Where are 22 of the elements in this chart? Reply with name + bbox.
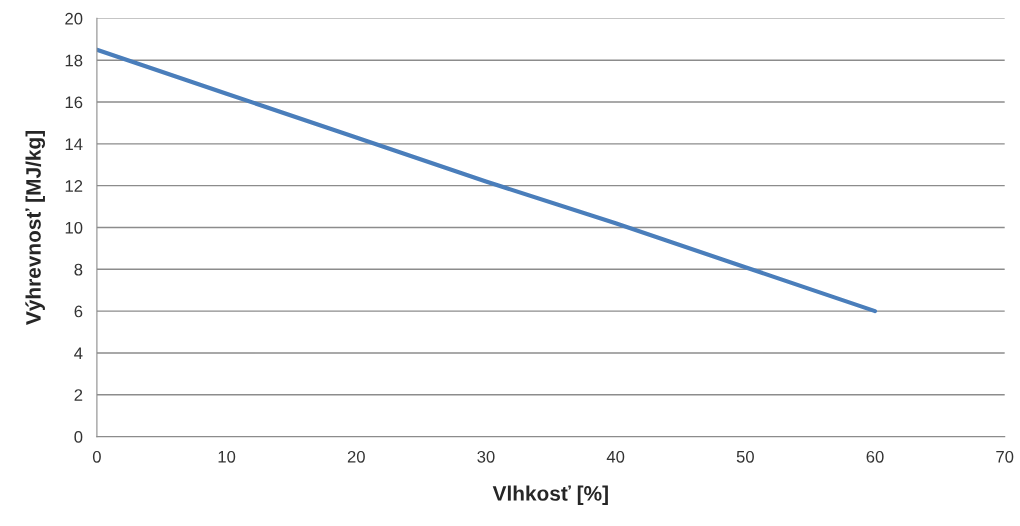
y-tick-label: 10 (65, 221, 83, 234)
y-tick-label: 2 (74, 389, 83, 401)
x-tick-label: 60 (866, 450, 884, 463)
x-tick-label: 10 (218, 450, 236, 463)
y-tick-label: 8 (74, 263, 83, 276)
x-tick-label: 20 (347, 450, 365, 463)
x-tick-label: 70 (996, 450, 1014, 463)
y-tick-label: 20 (65, 12, 83, 25)
line-series (96, 47, 878, 314)
y-tick-label: 16 (65, 96, 83, 109)
y-tick-label: 18 (65, 54, 83, 67)
y-tick-label: 12 (65, 180, 83, 192)
y-axis-title: Výhrevnosť [MJ/kg] (25, 131, 46, 325)
x-axis-title: Vlhkosť [%] (492, 485, 608, 505)
y-tick-label: 4 (74, 347, 83, 359)
y-tick-label: 0 (74, 430, 83, 443)
y-tick-label: 14 (65, 138, 83, 150)
x-tick-label: 30 (477, 450, 495, 463)
x-tick-label: 50 (736, 450, 754, 463)
x-tick-label: 0 (92, 450, 101, 463)
x-tick-label: 40 (606, 450, 625, 463)
y-tick-label: 6 (74, 305, 83, 318)
